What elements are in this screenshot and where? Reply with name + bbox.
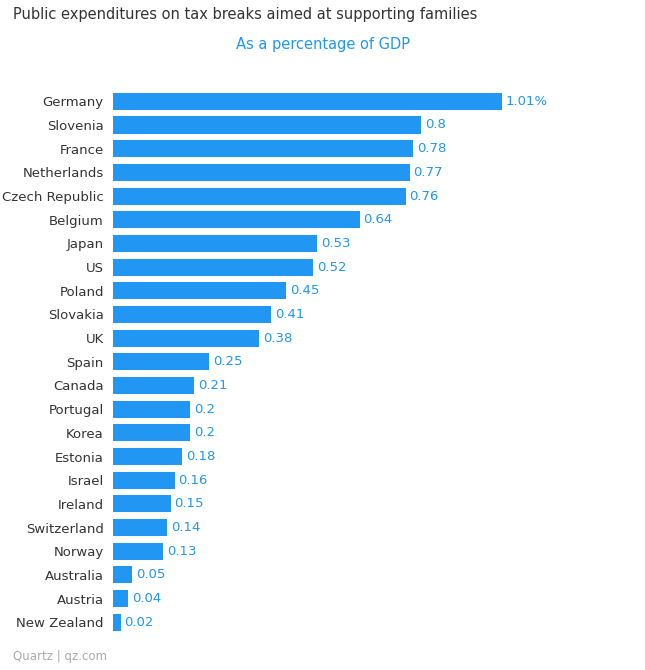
Text: 0.53: 0.53 bbox=[321, 237, 350, 250]
Bar bbox=[113, 140, 413, 157]
Text: 0.41: 0.41 bbox=[275, 308, 304, 321]
Bar bbox=[113, 590, 128, 607]
Text: 0.78: 0.78 bbox=[417, 142, 447, 155]
Bar bbox=[113, 401, 190, 417]
Bar bbox=[113, 377, 194, 394]
Text: 0.2: 0.2 bbox=[194, 403, 215, 415]
Bar bbox=[113, 164, 410, 181]
Text: 0.45: 0.45 bbox=[290, 284, 319, 297]
Text: 0.64: 0.64 bbox=[363, 213, 393, 226]
Bar bbox=[113, 117, 421, 133]
Bar bbox=[113, 306, 271, 323]
Text: 0.16: 0.16 bbox=[179, 474, 208, 486]
Bar bbox=[113, 566, 132, 584]
Text: 1.01%: 1.01% bbox=[506, 95, 548, 108]
Text: 0.8: 0.8 bbox=[425, 119, 446, 131]
Bar bbox=[113, 424, 190, 442]
Text: 0.13: 0.13 bbox=[167, 545, 196, 557]
Text: 0.18: 0.18 bbox=[186, 450, 215, 463]
Text: 0.2: 0.2 bbox=[194, 426, 215, 440]
Bar bbox=[113, 614, 121, 631]
Text: 0.15: 0.15 bbox=[175, 497, 204, 511]
Bar bbox=[113, 519, 167, 536]
Bar bbox=[113, 353, 209, 371]
Bar bbox=[113, 211, 359, 228]
Text: 0.14: 0.14 bbox=[171, 521, 200, 534]
Bar bbox=[113, 235, 317, 252]
Text: 0.77: 0.77 bbox=[413, 166, 443, 179]
Bar bbox=[113, 259, 313, 275]
Bar bbox=[113, 472, 175, 488]
Bar bbox=[113, 92, 502, 110]
Text: 0.52: 0.52 bbox=[317, 261, 346, 273]
Bar bbox=[113, 330, 259, 346]
Bar bbox=[113, 543, 163, 559]
Bar bbox=[113, 282, 286, 299]
Text: 0.04: 0.04 bbox=[132, 592, 161, 605]
Bar bbox=[113, 448, 183, 465]
Text: As a percentage of GDP: As a percentage of GDP bbox=[235, 37, 410, 52]
Text: 0.05: 0.05 bbox=[136, 568, 165, 582]
Text: 0.76: 0.76 bbox=[410, 190, 439, 202]
Bar bbox=[113, 495, 171, 513]
Text: 0.38: 0.38 bbox=[263, 332, 293, 344]
Text: Quartz | qz.com: Quartz | qz.com bbox=[13, 651, 107, 663]
Bar bbox=[113, 188, 406, 204]
Text: Public expenditures on tax breaks aimed at supporting families: Public expenditures on tax breaks aimed … bbox=[13, 7, 477, 21]
Text: 0.25: 0.25 bbox=[213, 355, 243, 369]
Text: 0.21: 0.21 bbox=[197, 379, 227, 392]
Text: 0.02: 0.02 bbox=[124, 616, 154, 628]
